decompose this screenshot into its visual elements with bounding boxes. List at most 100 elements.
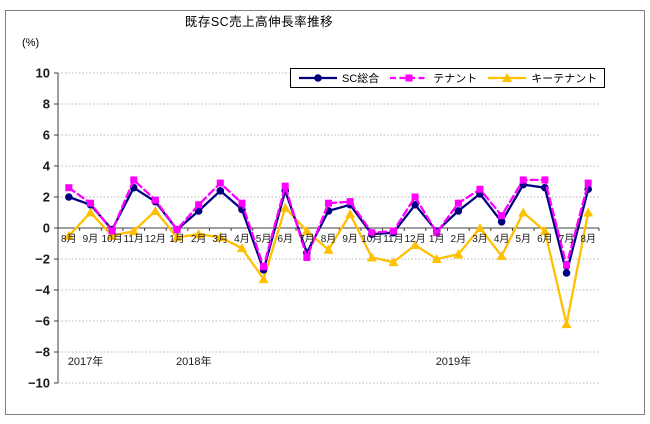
data-point-marker [519,176,527,184]
data-point-marker [583,207,594,217]
data-series [63,176,594,329]
data-point-marker [433,229,441,237]
data-point-marker [194,207,203,215]
data-point-marker [85,207,96,217]
x-tick-label: 5月 [515,233,531,245]
y-tick-label: 8 [43,97,50,112]
x-tick-label: 2月 [451,233,467,245]
data-point-marker [410,240,421,250]
data-point-marker [280,202,291,212]
series-line [67,178,590,268]
legend-item: キーテナント [487,70,597,86]
data-point-marker [65,193,73,201]
year-label: 2018年 [176,354,211,368]
data-point-marker [325,199,332,207]
x-tick-label: 11月 [383,233,403,245]
y-tick-label: 4 [43,159,51,174]
y-tick-label: 2 [43,190,50,205]
data-point-marker [454,207,463,215]
data-point-marker [496,250,507,260]
y-tick-label: 6 [43,128,50,143]
data-point-marker [281,182,289,190]
x-tick-label: 8月 [61,233,77,245]
data-point-marker [345,209,356,219]
data-point-marker [216,179,224,187]
x-tick-label: 6月 [277,233,293,245]
y-tick-label: −4 [35,283,51,298]
x-tick-label: 9月 [342,233,358,245]
x-tick-label: 9月 [83,233,99,245]
data-point-marker [260,263,268,271]
series-triangle [63,202,594,329]
y-tick-label: 10 [36,66,50,81]
data-point-marker [195,201,203,209]
data-point-marker [498,212,506,220]
x-tick-label: 12月 [404,233,425,245]
x-tick-label: 3月 [472,233,488,245]
data-point-marker [388,257,399,267]
data-point-marker [173,226,181,234]
legend-item: テナント [389,70,477,86]
data-point-marker [541,176,549,184]
data-point-marker [366,252,377,262]
legend-marker [502,73,513,82]
data-point-marker [236,243,247,253]
data-point-marker [497,218,506,226]
y-tick-label: −6 [35,314,50,329]
year-label: 2017年 [68,354,103,368]
legend-marker [405,74,413,82]
data-point-marker [562,269,571,277]
x-tick-label: 5月 [256,233,272,245]
data-point-marker [63,230,74,240]
x-tick-label: 1月 [169,233,185,245]
data-point-marker [108,227,116,235]
data-point-marker [193,229,204,239]
chart-title: 既存SC売上高伸長率推移 [184,15,334,29]
y-axis-unit-label: (%) [22,37,40,49]
data-point-marker [539,226,550,236]
x-tick-label: 2月 [191,233,207,245]
axes [54,72,600,384]
data-point-marker [411,200,419,209]
data-point-marker [368,229,376,237]
data-point-marker [584,179,592,187]
legend-triangle-sample [488,73,527,82]
legend-item: SC総合 [298,70,379,86]
series-line [67,183,590,275]
x-tick-label: 7月 [559,233,575,245]
data-point-marker [389,227,397,235]
legend: SC総合 テナント キーテナント [290,68,606,88]
data-point-marker [86,199,94,207]
y-tick-label: −2 [35,252,50,267]
data-point-marker [128,226,139,236]
legend-marker [314,74,322,82]
x-tick-label: 4月 [234,233,250,245]
data-point-marker [518,207,529,217]
legend-label: テナント [433,73,478,85]
data-point-marker [411,193,419,201]
data-point-marker [431,254,442,263]
x-tick-label: 11月 [124,233,144,245]
data-point-marker [561,319,572,329]
legend-label: SC総合 [342,73,380,85]
data-point-marker [65,184,73,192]
x-tick-label: 10月 [361,233,382,245]
data-point-marker [216,187,225,195]
x-tick-label: 12月 [145,233,166,245]
data-point-marker [323,244,334,254]
x-tick-label: 7月 [299,233,315,245]
data-point-marker [150,205,161,215]
data-point-marker [303,253,311,261]
data-point-marker [346,198,354,206]
data-point-marker [258,274,269,284]
x-tick-label: 3月 [213,233,229,245]
x-tick-label: 8月 [321,233,337,245]
data-point-marker [476,185,484,193]
data-point-marker [215,232,226,242]
data-point-marker [563,261,571,269]
series-line [67,206,590,326]
x-tick-label: 6月 [537,233,553,245]
x-tick-label: 8月 [580,233,596,245]
